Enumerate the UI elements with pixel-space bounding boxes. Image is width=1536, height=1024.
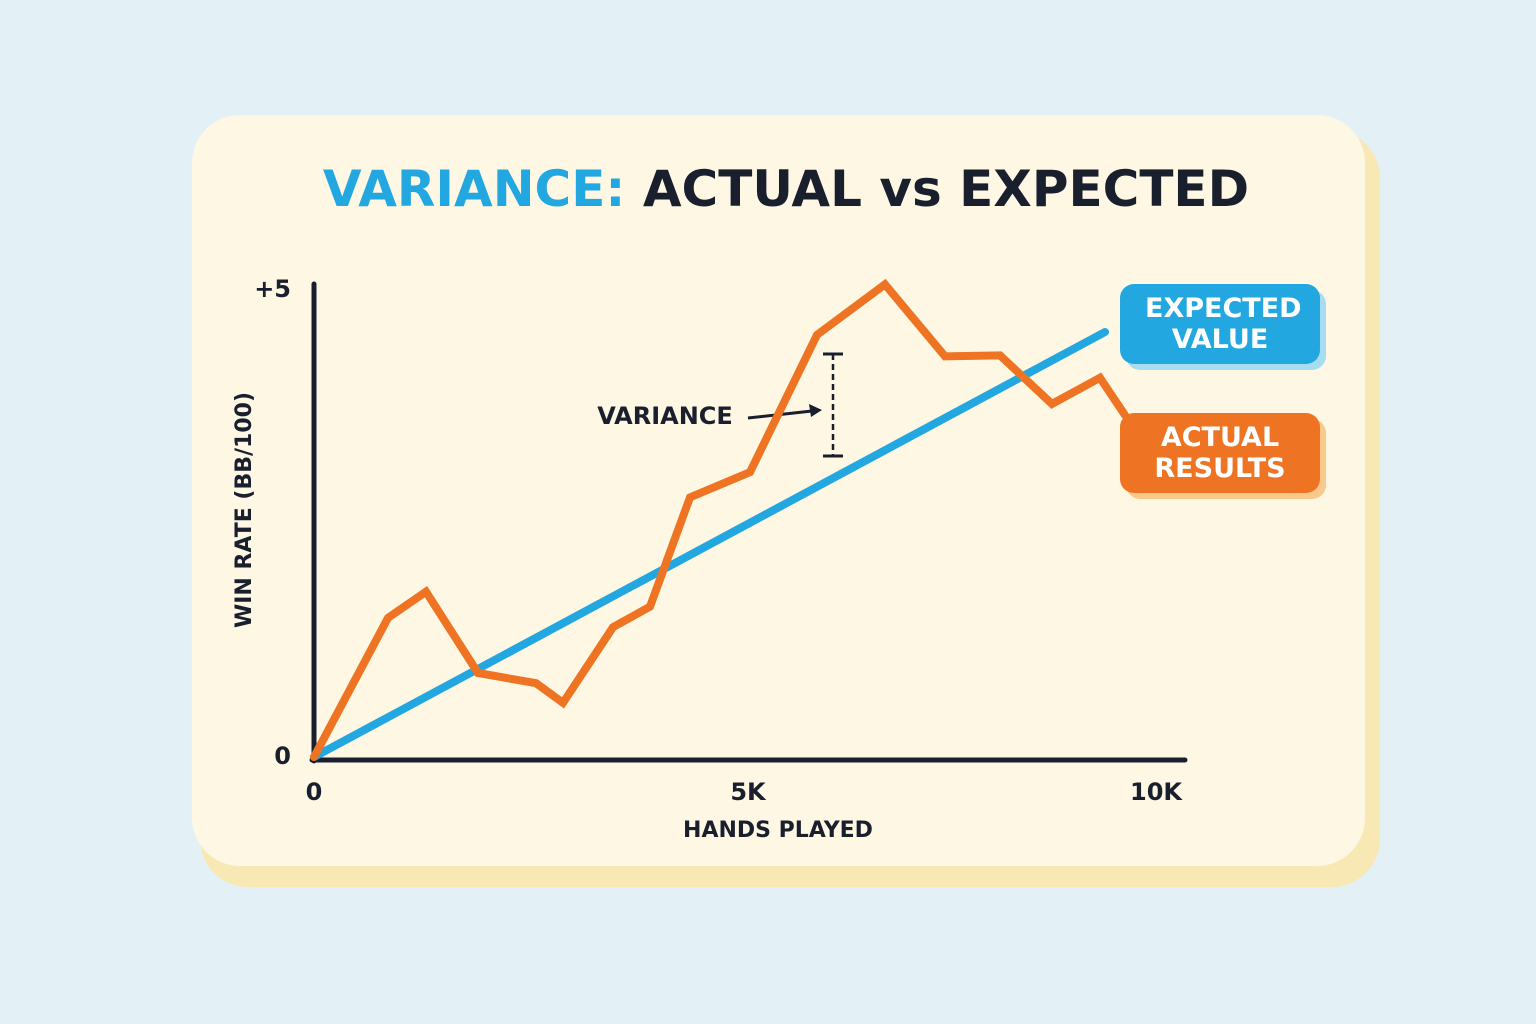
legend-shadow: EXPECTED VALUE <box>1120 284 1326 370</box>
x-tick-label: 0 <box>306 778 323 806</box>
y-tick-label: 0 <box>274 742 291 770</box>
x-axis-label: HANDS PLAYED <box>683 818 873 843</box>
title-highlight: VARIANCE: <box>323 160 626 218</box>
chart-title: VARIANCE: ACTUAL vs EXPECTED <box>323 160 1249 218</box>
x-tick-label: 10K <box>1130 778 1183 806</box>
x-tick-label: 5K <box>730 778 767 806</box>
y-tick-label: +5 <box>254 275 291 303</box>
annotation: VARIANCE <box>597 402 733 430</box>
annotation-arrowhead <box>809 404 822 417</box>
data-line <box>310 278 1129 761</box>
legend-shadow: ACTUAL RESULTS <box>1120 413 1326 499</box>
legend-label: ACTUAL RESULTS <box>1154 422 1286 484</box>
title-main: ACTUAL vs EXPECTED <box>643 160 1249 218</box>
legend-label: EXPECTED VALUE <box>1145 293 1302 355</box>
data-line <box>310 328 1110 761</box>
legend-entry: ACTUAL RESULTS <box>1120 413 1320 493</box>
y-axis-label: WIN RATE (BB/100) <box>232 392 257 628</box>
legend-entry: EXPECTED VALUE <box>1120 284 1320 364</box>
